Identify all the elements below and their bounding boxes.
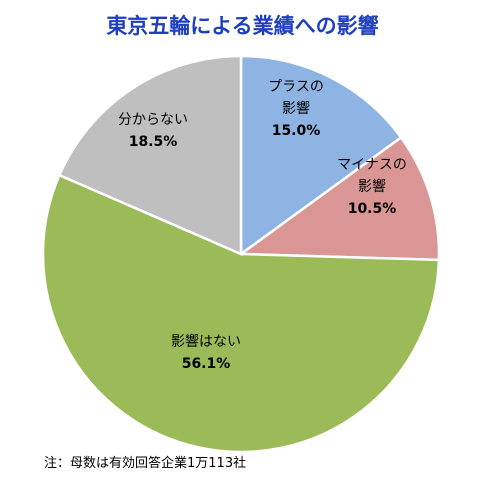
slice-minus	[237, 135, 441, 262]
slice-none-value-label: 56.1%	[182, 356, 231, 372]
slice-unknown	[57, 54, 243, 256]
chart-title: 東京五輪による業績への影響	[106, 14, 379, 38]
pie-slices	[41, 54, 441, 454]
slice-minus-label-line: マイナスの	[337, 157, 407, 173]
pie-labels: プラスの影響15.0%マイナスの影響10.5%影響はない56.1%分からない18…	[118, 79, 407, 372]
slice-unknown-label-line: 分からない	[118, 112, 188, 128]
slice-unknown-value-label: 18.5%	[129, 134, 178, 150]
slice-minus-value-label: 10.5%	[348, 201, 397, 217]
footnote: 注：母数は有効回答企業1万113社	[44, 456, 247, 471]
slice-plus-value-label: 15.0%	[272, 123, 321, 139]
slice-plus-label-line: 影響	[282, 100, 310, 117]
slice-plus-label-line: プラスの	[268, 79, 324, 95]
slice-minus-label-line: 影響	[358, 178, 386, 195]
slice-none	[41, 173, 441, 454]
slice-plus	[239, 54, 403, 257]
slice-none-label-line: 影響はない	[171, 333, 241, 350]
